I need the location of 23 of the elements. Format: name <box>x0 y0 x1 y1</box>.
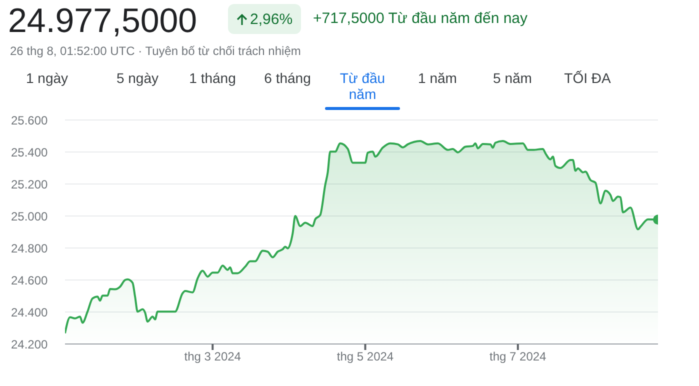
y-tick-label: 25.000 <box>11 209 48 224</box>
text: TỐI ĐA <box>563 70 612 88</box>
x-tick-label: thg 7 2024 <box>490 350 547 364</box>
chart-subtitle: 26 thg 8, 01:52:00 UTC · Tuyên bố từ chối trách nhiệm <box>10 44 301 58</box>
text: 1 ngày <box>26 70 70 88</box>
text: Từ đầu năm <box>338 70 386 104</box>
x-tick-label: thg 5 2024 <box>336 350 394 364</box>
text: 1 năm <box>417 70 458 88</box>
y-tick-label: 25.400 <box>11 145 48 160</box>
text: +717,5000 Từ đầu năm đến nay <box>313 10 528 27</box>
text: 5 ngày <box>115 70 160 88</box>
y-tick-label: 24.800 <box>11 241 48 256</box>
text: 6 tháng <box>263 70 312 88</box>
y-tick-label: 24.400 <box>11 305 48 320</box>
y-tick-label: 25.600 <box>11 113 48 128</box>
chart-title: 24.977,5000 <box>8 2 198 41</box>
text: 5 năm <box>492 70 533 88</box>
y-tick-label: 24.200 <box>11 337 48 352</box>
text: 2,96% <box>250 10 293 28</box>
x-tick-label: thg 3 2024 <box>184 350 242 364</box>
y-tick-label: 25.200 <box>11 177 48 192</box>
text: 1 tháng <box>188 70 237 88</box>
y-tick-label: 24.600 <box>11 273 48 288</box>
